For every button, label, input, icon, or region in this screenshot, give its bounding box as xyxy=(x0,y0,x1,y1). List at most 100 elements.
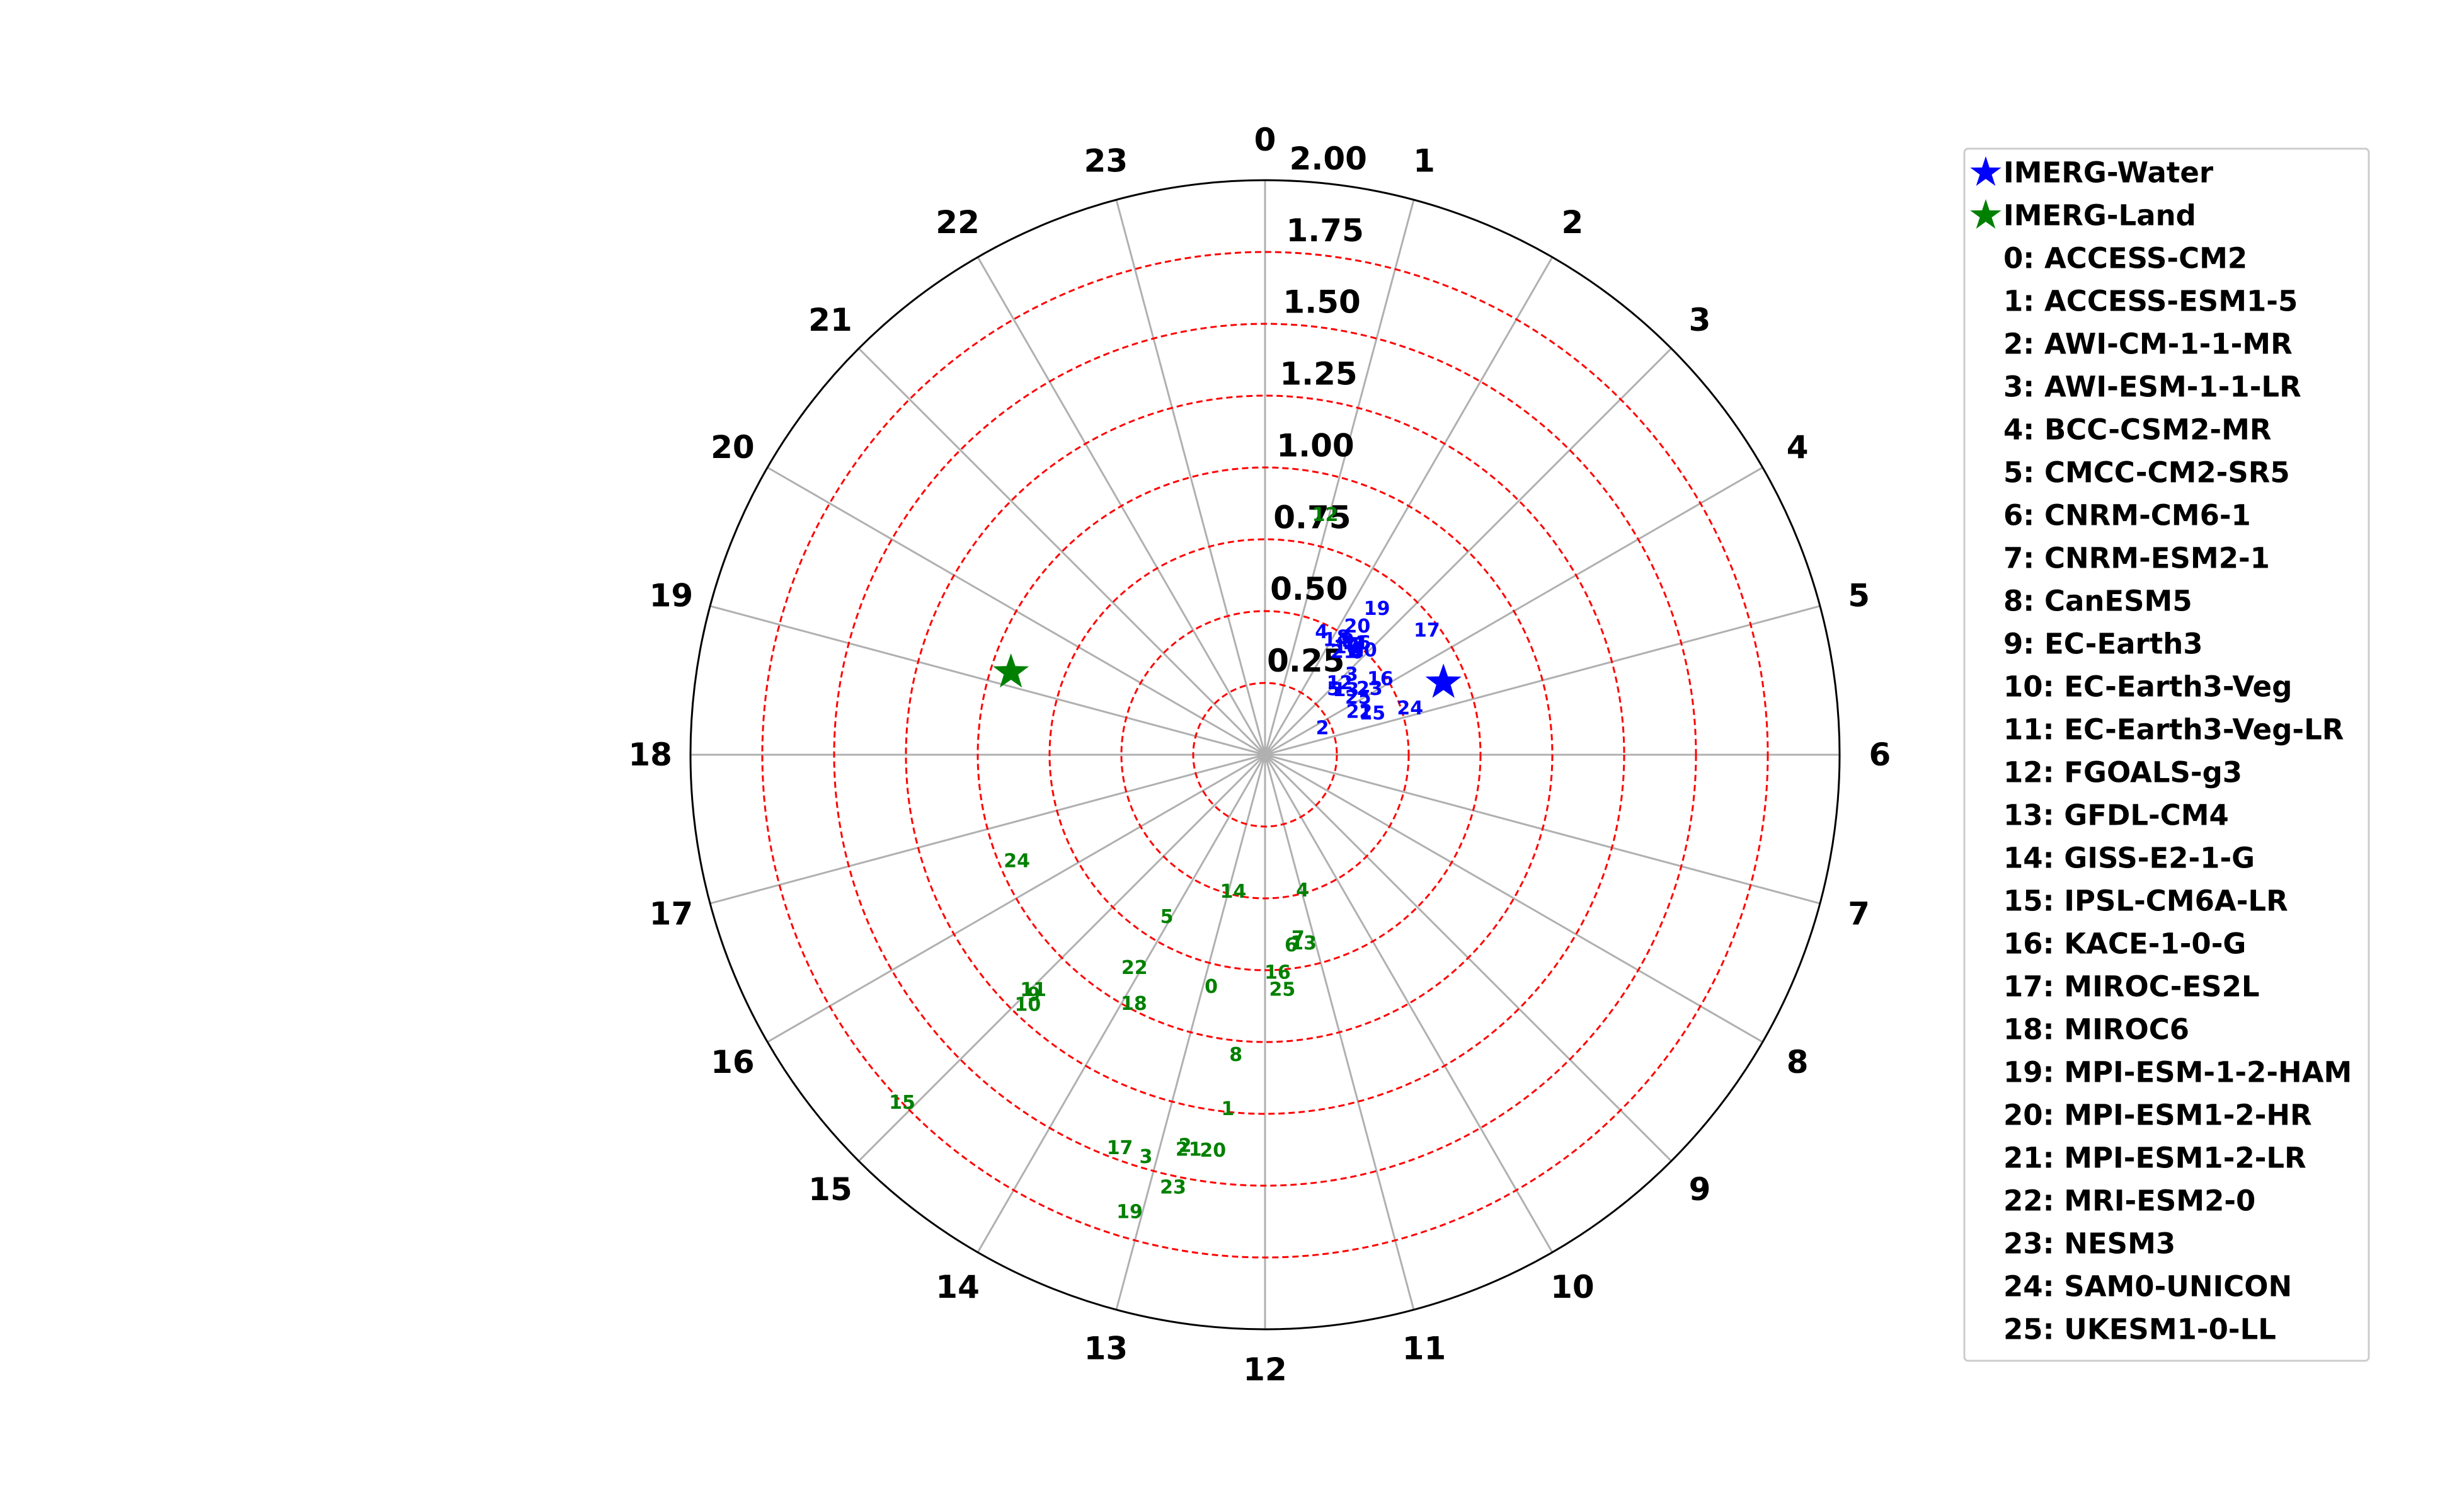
hour-tick-label: 1 xyxy=(1413,142,1435,179)
water-model-label-18: 18 xyxy=(1334,636,1360,658)
legend-entry: 2: AWI-CM-1-1-MR xyxy=(2003,328,2293,361)
water-model-label-5: 5 xyxy=(1327,678,1340,700)
legend-entry: 3: AWI-ESM-1-1-LR xyxy=(2003,370,2301,404)
legend-entry: 21: MPI-ESM1-2-LR xyxy=(2003,1142,2306,1175)
legend-entry: 13: GFDL-CM4 xyxy=(2003,799,2229,832)
r-tick-label: 1.50 xyxy=(1283,284,1360,321)
legend-entry: 19: MPI-ESM-1-2-HAM xyxy=(2003,1056,2352,1089)
water-model-label-17: 17 xyxy=(1414,619,1440,641)
legend-entry: 14: GISS-E2-1-G xyxy=(2003,842,2255,875)
hour-tick-label: 18 xyxy=(628,736,672,773)
land-model-label-14: 14 xyxy=(1220,881,1247,903)
hour-tick-label: 23 xyxy=(1084,142,1128,179)
theta-gridline-1 xyxy=(1264,199,1415,755)
land-model-labels: 0123456789101112131415161718192021222324… xyxy=(889,504,1338,1223)
hour-tick-label: 2 xyxy=(1562,204,1584,241)
legend-entry: 5: CMCC-CM2-SR5 xyxy=(2003,456,2290,490)
r-tick-label: 1.25 xyxy=(1280,356,1357,392)
legend-entry: 4: BCC-CSM2-MR xyxy=(2003,413,2272,447)
water-model-label-19: 19 xyxy=(1364,598,1390,620)
land-model-label-0: 0 xyxy=(1205,976,1218,998)
hour-tick-label: 14 xyxy=(936,1269,980,1305)
r-gridline-1.50 xyxy=(833,323,1697,1187)
r-gridline-0.50 xyxy=(1120,610,1410,900)
legend-entry: IMERG-Water xyxy=(2003,156,2214,190)
legend-entry: 12: FGOALS-g3 xyxy=(2003,756,2242,789)
hour-tick-label: 5 xyxy=(1848,577,1870,614)
polar-frame xyxy=(689,179,1841,1331)
hour-tick-label: 22 xyxy=(936,204,980,241)
legend-entry: 22: MRI-ESM2-0 xyxy=(2003,1184,2255,1218)
land-model-label-6: 6 xyxy=(1285,934,1298,956)
legend-entry: 8: CanESM5 xyxy=(2003,585,2192,618)
hour-tick-label: 17 xyxy=(650,896,694,932)
legend-entry: 11: EC-Earth3-Veg-LR xyxy=(2003,713,2344,747)
r-gridline-0.75 xyxy=(1048,538,1482,971)
theta-grid xyxy=(690,180,1840,1329)
imerg-stars xyxy=(993,653,1462,698)
legend-entry: IMERG-Land xyxy=(2003,199,2196,232)
legend-entry: 18: MIROC6 xyxy=(2003,1013,2189,1046)
land-model-label-21: 21 xyxy=(1176,1138,1202,1160)
land-model-label-12: 12 xyxy=(1312,504,1339,526)
water-model-label-1: 1 xyxy=(1348,636,1361,658)
legend-entry: 16: KACE-1-0-G xyxy=(2003,927,2246,961)
legend-entry: 25: UKESM1-0-LL xyxy=(2003,1313,2276,1346)
land-model-label-15: 15 xyxy=(889,1092,915,1114)
water-model-label-22: 22 xyxy=(1346,701,1373,723)
land-model-label-4: 4 xyxy=(1296,879,1309,902)
theta-gridline-10 xyxy=(1264,754,1554,1253)
legend: IMERG-Water IMERG-Land 0: ACCESS-CM2 1: ACC… xyxy=(1963,147,2370,1362)
hour-tick-label: 4 xyxy=(1787,429,1809,466)
land-model-label-16: 16 xyxy=(1264,961,1291,983)
theta-gridline-14 xyxy=(976,754,1266,1253)
theta-gridline-8 xyxy=(1264,753,1763,1043)
r-tick-label: 1.00 xyxy=(1276,427,1354,464)
water-model-label-15: 15 xyxy=(1359,702,1385,724)
theta-gridline-21 xyxy=(858,348,1266,756)
hour-tick-label: 20 xyxy=(711,429,755,466)
water-model-label-6: 6 xyxy=(1358,632,1371,654)
water-model-labels: 0123456789101112131415161718192021222324… xyxy=(1315,598,1440,740)
legend-frame xyxy=(1963,147,2370,1362)
land-model-label-19: 19 xyxy=(1116,1201,1143,1223)
water-model-label-20: 20 xyxy=(1344,616,1370,638)
land-model-label-25: 25 xyxy=(1269,978,1296,1000)
legend-entry: 7: CNRM-ESM2-1 xyxy=(2003,542,2270,575)
land-model-label-10: 10 xyxy=(1014,994,1041,1016)
land-model-label-5: 5 xyxy=(1160,906,1174,928)
theta-gridline-3 xyxy=(1264,348,1672,756)
land-model-label-2: 2 xyxy=(1179,1135,1192,1157)
hour-tick-label: 10 xyxy=(1550,1269,1595,1305)
imerg-water-star xyxy=(1425,663,1462,698)
legend-entry: 15: IPSL-CM6A-LR xyxy=(2003,885,2288,918)
land-model-label-7: 7 xyxy=(1292,927,1305,949)
r-tick-label: 1.75 xyxy=(1286,212,1364,249)
water-model-label-9: 9 xyxy=(1341,630,1354,652)
hour-tick-label: 12 xyxy=(1243,1351,1287,1388)
r-gridline-1.00 xyxy=(976,466,1554,1043)
water-model-label-0: 0 xyxy=(1351,641,1364,663)
water-model-label-8: 8 xyxy=(1337,627,1350,649)
legend-entry: 0: ACCESS-CM2 xyxy=(2003,242,2247,275)
land-model-label-18: 18 xyxy=(1121,993,1147,1015)
land-model-label-9: 9 xyxy=(1027,983,1040,1005)
legend-entry: 1: ACCESS-ESM1-5 xyxy=(2003,285,2298,318)
land-model-label-23: 23 xyxy=(1160,1176,1186,1198)
legend-star-icon xyxy=(1970,199,2002,229)
r-tick-label: 0.50 xyxy=(1270,571,1348,607)
water-model-label-4: 4 xyxy=(1315,621,1328,643)
water-model-label-14: 14 xyxy=(1323,629,1349,651)
legend-entry: 24: SAM0-UNICON xyxy=(2003,1270,2292,1303)
water-model-label-3: 3 xyxy=(1345,664,1358,686)
hour-tick-label: 21 xyxy=(808,302,852,338)
hour-tick-label: 8 xyxy=(1787,1044,1809,1080)
water-model-label-24: 24 xyxy=(1397,697,1423,719)
hour-tick-label: 13 xyxy=(1084,1331,1128,1367)
land-model-label-20: 20 xyxy=(1200,1140,1226,1162)
water-model-label-12: 12 xyxy=(1327,672,1353,694)
legend-entry: 6: CNRM-CM6-1 xyxy=(2003,499,2251,532)
hour-tick-label: 7 xyxy=(1848,896,1870,932)
